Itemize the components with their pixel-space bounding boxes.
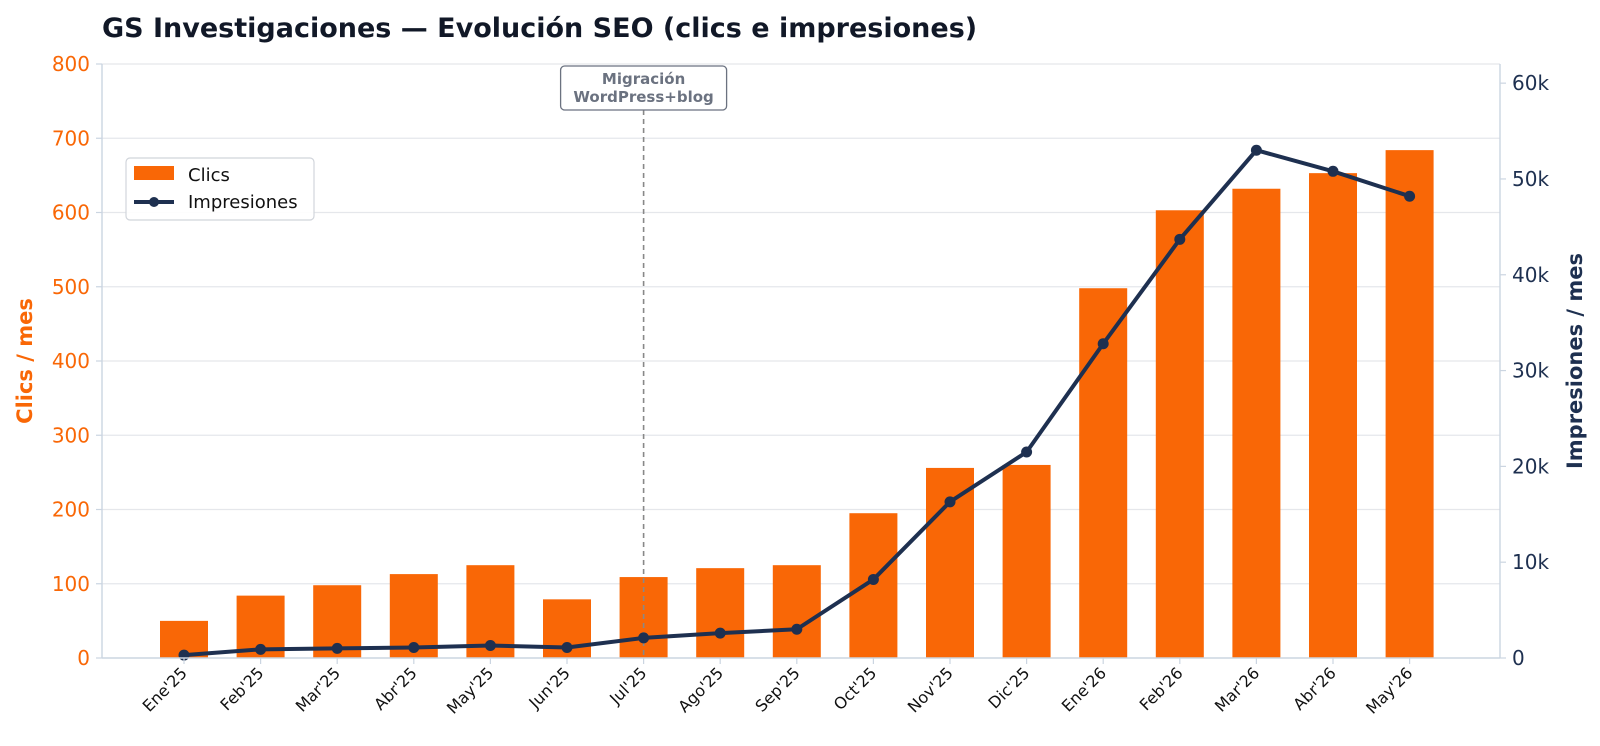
migration-label-line-1: Migración — [602, 70, 685, 88]
legend: Clics Impresiones — [125, 157, 315, 221]
clics-bar — [1002, 464, 1051, 658]
migration-label-box — [559, 65, 728, 111]
legend-label-impresiones: Impresiones — [188, 192, 298, 213]
x-tick-label: Dic'25 — [984, 663, 1033, 712]
impresiones-point — [638, 632, 650, 644]
impresiones-point — [1174, 233, 1186, 245]
right-tick-label: 40k — [1512, 263, 1549, 287]
x-tick-label: Oct'25 — [830, 663, 881, 714]
x-tick-label: Ene'25 — [139, 663, 191, 715]
clics-bar — [1385, 150, 1434, 658]
left-tick-label: 100 — [52, 572, 90, 596]
impresiones-point — [1327, 165, 1339, 177]
x-tick-label: Ene'26 — [1058, 663, 1110, 715]
chart-title: GS Investigaciones — Evolución SEO (clic… — [102, 13, 977, 44]
legend-marker-impresiones — [149, 197, 159, 207]
clics-bar — [1309, 173, 1357, 658]
x-tick-label: Mar'25 — [292, 663, 344, 715]
clics-bar — [696, 568, 745, 658]
left-tick-label: 500 — [52, 275, 90, 299]
left-tick-label: 200 — [52, 498, 90, 522]
impresiones-point — [484, 640, 496, 652]
legend-swatch-clics — [134, 166, 174, 180]
clics-bars — [160, 150, 1434, 659]
grid-lines — [102, 63, 1500, 585]
impresiones-point — [1250, 144, 1262, 156]
clics-bar — [772, 565, 821, 658]
x-tick-label: May'26 — [1362, 663, 1416, 717]
left-tick-label: 300 — [52, 423, 90, 447]
x-tick-label: Feb'25 — [216, 663, 267, 714]
right-tick-label: 20k — [1512, 454, 1549, 478]
legend-label-clics: Clics — [188, 165, 230, 186]
left-tick-label: 700 — [52, 126, 90, 150]
clics-bar — [1079, 288, 1128, 658]
x-tick-label: Ago'25 — [674, 663, 727, 716]
impresiones-point — [944, 496, 956, 508]
impresiones-point — [408, 641, 420, 653]
x-tick-label: Jun'25 — [524, 663, 573, 712]
x-tick-label: Nov'25 — [904, 663, 957, 716]
impresiones-point — [714, 627, 726, 639]
impresiones-point — [1021, 446, 1033, 458]
impresiones-point — [331, 642, 343, 654]
x-tick-label: May'25 — [443, 663, 497, 717]
x-tick-label: Abr'26 — [1289, 663, 1340, 714]
impresiones-point — [791, 623, 803, 635]
impresiones-point — [255, 643, 267, 655]
impresiones-line — [178, 144, 1416, 661]
migration-label-line-2: WordPress+blog — [573, 88, 713, 106]
right-tick-label: 0 — [1512, 646, 1525, 670]
left-tick-label: 800 — [52, 52, 90, 76]
right-axis-title: Impresiones / mes — [1563, 253, 1587, 469]
impresiones-point — [867, 573, 879, 585]
right-tick-label: 50k — [1512, 167, 1549, 191]
x-tick-label: Jul'25 — [605, 663, 650, 708]
impresiones-point — [1404, 190, 1416, 202]
x-tick-label: Abr'25 — [370, 663, 421, 714]
x-tick-label: Feb'26 — [1136, 663, 1187, 714]
impresiones-point — [1097, 338, 1109, 350]
clics-bar — [1232, 188, 1281, 659]
right-tick-label: 10k — [1512, 550, 1549, 574]
left-tick-label: 0 — [77, 646, 90, 670]
migration-annotation: Migración WordPress+blog — [559, 65, 728, 658]
x-tick-label: Mar'26 — [1211, 663, 1263, 715]
x-tick-label: Sep'25 — [751, 663, 803, 715]
right-tick-label: 60k — [1512, 71, 1549, 95]
clics-bar — [849, 513, 898, 658]
clics-bar — [1155, 210, 1204, 658]
left-axis-title: Clics / mes — [13, 298, 37, 424]
right-tick-label: 30k — [1512, 359, 1549, 383]
impresiones-point — [561, 641, 573, 653]
left-tick-label: 600 — [52, 201, 90, 225]
left-tick-label: 400 — [52, 349, 90, 373]
